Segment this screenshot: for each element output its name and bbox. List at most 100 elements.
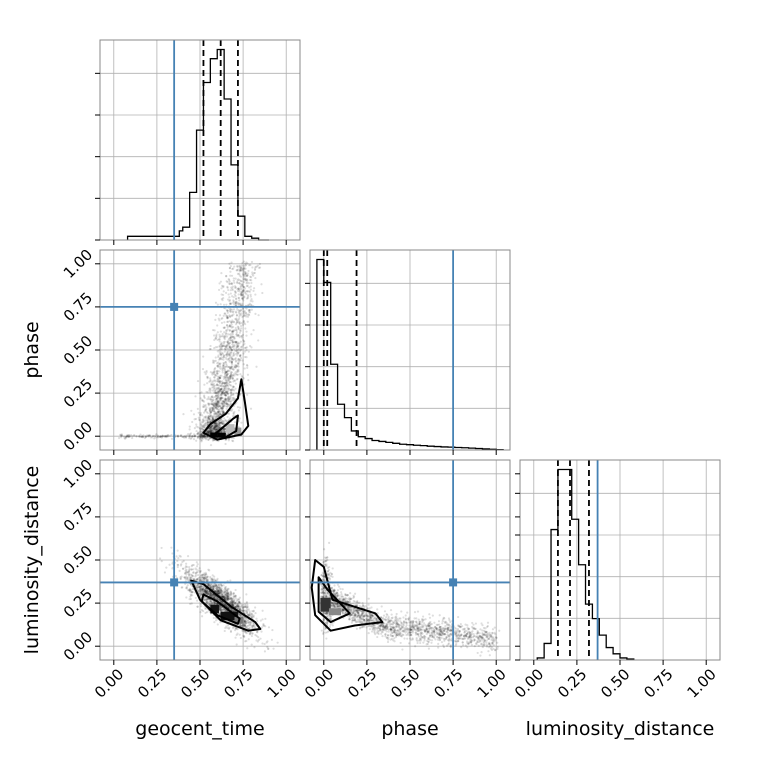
scatter-point [235, 371, 237, 373]
scatter-point [232, 389, 234, 391]
scatter-point [189, 603, 191, 605]
scatter-point [241, 322, 243, 324]
scatter-point [226, 593, 228, 595]
scatter-point [215, 397, 217, 399]
scatter-point [193, 438, 195, 440]
scatter-point [193, 564, 195, 566]
scatter-point [262, 610, 264, 612]
scatter-point [213, 413, 215, 415]
scatter-point [439, 614, 441, 616]
scatter-point [246, 611, 248, 613]
scatter-point [232, 313, 234, 315]
scatter-point [240, 346, 242, 348]
scatter-point [203, 435, 205, 437]
scatter-point [193, 413, 195, 415]
scatter-point [220, 397, 222, 399]
scatter-point [437, 646, 439, 648]
scatter-point [202, 418, 204, 420]
scatter-point [194, 435, 196, 437]
scatter-point [240, 357, 242, 359]
scatter-point [199, 567, 201, 569]
scatter-point [229, 303, 231, 305]
scatter-point [140, 436, 142, 438]
scatter-point [225, 292, 227, 294]
scatter-point [257, 636, 259, 638]
scatter-point [252, 329, 254, 331]
scatter-point [239, 336, 241, 338]
scatter-point [224, 338, 226, 340]
scatter-point [189, 425, 191, 427]
scatter-point [177, 557, 179, 559]
scatter-point [245, 593, 247, 595]
scatter-point [239, 354, 241, 356]
scatter-point [187, 433, 189, 435]
scatter-point [205, 417, 207, 419]
scatter-point [210, 419, 212, 421]
scatter-point [235, 297, 237, 299]
scatter-point [215, 314, 217, 316]
scatter-point [216, 324, 218, 326]
scatter-point [210, 444, 212, 446]
scatter-point [237, 297, 239, 299]
scatter-point [197, 408, 199, 410]
scatter-point [248, 264, 250, 266]
scatter-point [197, 380, 199, 382]
scatter-point [238, 288, 240, 290]
scatter-point [225, 332, 227, 334]
scatter-point [237, 406, 239, 408]
scatter-point [235, 329, 237, 331]
scatter-point [192, 588, 194, 590]
scatter-point [246, 601, 248, 603]
scatter-point [215, 585, 217, 587]
scatter-point [200, 585, 202, 587]
scatter-point [216, 346, 218, 348]
scatter-point [217, 331, 219, 333]
scatter-point [226, 627, 228, 629]
scatter-point [205, 404, 207, 406]
scatter-point [171, 552, 173, 554]
scatter-point [242, 352, 244, 354]
scatter-point [187, 555, 189, 557]
scatter-point [224, 345, 226, 347]
scatter-point [213, 410, 215, 412]
scatter-point [216, 372, 218, 374]
scatter-point [197, 590, 199, 592]
scatter-point [229, 267, 231, 269]
scatter-point [203, 394, 205, 396]
scatter-point [233, 411, 235, 413]
scatter-point [230, 287, 232, 289]
scatter-point [247, 285, 249, 287]
scatter-point [242, 604, 244, 606]
scatter-point [220, 330, 222, 332]
scatter-point [235, 357, 237, 359]
scatter-point [144, 435, 146, 437]
scatter-point [223, 378, 225, 380]
scatter-point [198, 412, 200, 414]
scatter-point [251, 635, 253, 637]
scatter-point [233, 352, 235, 354]
scatter-point [223, 304, 225, 306]
scatter-point [230, 590, 232, 592]
scatter-point [232, 393, 234, 395]
scatter-point [165, 567, 167, 569]
scatter-point [192, 571, 194, 573]
scatter-point [260, 283, 262, 285]
scatter-point [234, 294, 236, 296]
scatter-point [356, 628, 358, 630]
scatter-point [225, 588, 227, 590]
scatter-point [226, 382, 228, 384]
scatter-point [217, 304, 219, 306]
scatter-point [240, 288, 242, 290]
scatter-point [228, 588, 230, 590]
scatter-point [236, 265, 238, 267]
scatter-point [218, 409, 220, 411]
scatter-point [197, 432, 199, 434]
scatter-point [154, 436, 156, 438]
scatter-point [231, 343, 233, 345]
scatter-point [236, 335, 238, 337]
scatter-point [214, 367, 216, 369]
scatter-point [248, 309, 250, 311]
scatter-point [235, 318, 237, 320]
scatter-point [252, 290, 254, 292]
scatter-point [229, 378, 231, 380]
